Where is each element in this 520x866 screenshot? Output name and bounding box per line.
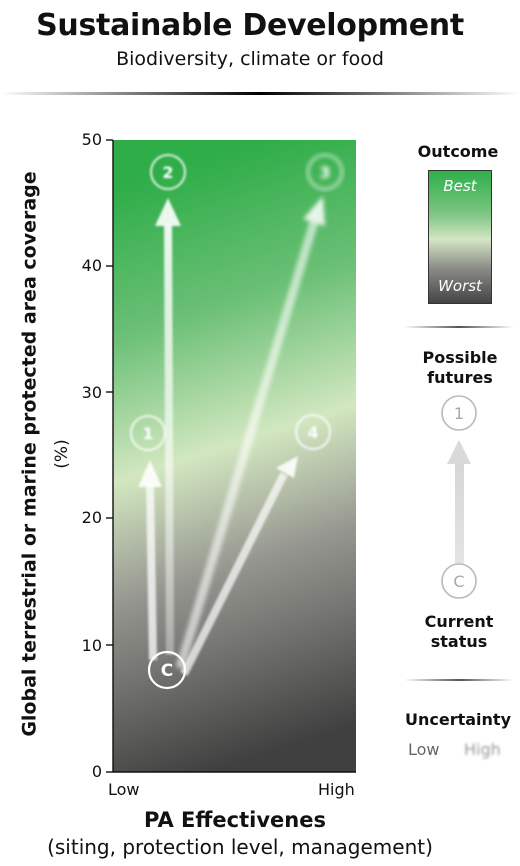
legend-worst-label: Worst (438, 277, 482, 295)
y-tick-50: 50 (81, 130, 102, 149)
x-low-label: Low (108, 780, 140, 799)
svg-text:C: C (453, 572, 464, 591)
legend-future-sample: 1 C (441, 395, 477, 599)
scenario-1-marker: 1 (130, 415, 166, 451)
legend-outcome-title: Outcome (417, 142, 499, 161)
arrow-to-scenario-3 (175, 196, 325, 670)
legend-futures-title: Possible futures (422, 348, 498, 387)
outcome-gradient-field (113, 140, 356, 772)
y-tick-10: 10 (81, 636, 102, 655)
page-subtitle: Biodiversity, climate or food (116, 48, 384, 70)
y-tick-30: 30 (81, 383, 102, 402)
svg-text:2: 2 (162, 163, 173, 182)
outcome-legend-swatch: Best Worst (428, 170, 492, 304)
svg-text:4: 4 (307, 423, 318, 442)
uncertainty-low-label: Low (408, 740, 440, 759)
svg-text:1: 1 (454, 404, 464, 423)
x-axis-label: PA Effectivenes (144, 808, 326, 832)
current-status-marker: C (147, 650, 187, 690)
svg-text:C: C (161, 661, 173, 681)
legend-best-label: Best (443, 177, 477, 195)
svg-text:3: 3 (319, 163, 330, 182)
x-high-label: High (318, 780, 355, 799)
y-tick-40: 40 (81, 256, 102, 275)
scenario-3-marker: 3 (307, 154, 343, 190)
arrow-to-scenario-2 (155, 198, 181, 656)
scenario-2-marker: 2 (150, 154, 186, 190)
svg-text:1: 1 (142, 424, 153, 443)
legend-divider-1 (404, 326, 514, 328)
x-axis-sublabel: (siting, protection level, management) (47, 835, 433, 859)
legend-divider-2 (404, 679, 514, 681)
y-tick-0: 0 (91, 762, 102, 781)
header-divider (0, 92, 520, 95)
legend-uncertainty-title: Uncertainty (404, 710, 511, 729)
arrow-to-scenario-4 (180, 456, 298, 676)
y-tick-20: 20 (81, 508, 102, 527)
legend-current-title: Current status (424, 612, 494, 651)
uncertainty-high-label: High (464, 740, 501, 759)
page-title: Sustainable Development (36, 8, 464, 43)
scenario-4-marker: 4 (295, 414, 331, 450)
arrow-to-scenario-1 (138, 460, 162, 661)
